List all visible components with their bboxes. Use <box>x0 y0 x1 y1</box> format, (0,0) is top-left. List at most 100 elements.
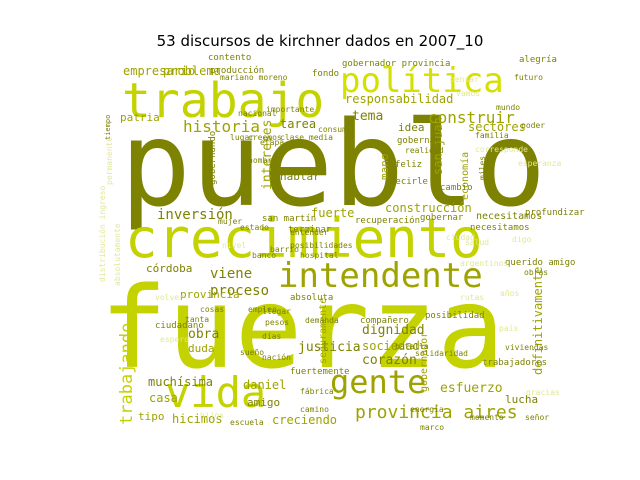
cloud-word: fondo <box>312 69 339 79</box>
cloud-word: empleo <box>248 305 277 314</box>
cloud-word: economía <box>459 152 471 200</box>
cloud-word: ciudad <box>446 233 475 242</box>
cloud-word: gobernar <box>397 136 441 146</box>
cloud-word: inversión <box>157 207 233 223</box>
cloud-word: tipo <box>138 410 165 423</box>
cloud-word: esperanza <box>518 159 562 168</box>
cloud-word: definitivamente <box>531 267 545 375</box>
cloud-word: construcción <box>385 201 472 215</box>
cloud-word: recuperación <box>355 215 420 226</box>
cloud-word: daniel <box>243 378 286 392</box>
cloud-word: proceso <box>210 283 269 299</box>
cloud-word: mariano moreno <box>220 73 288 82</box>
cloud-word: consumo <box>318 125 352 134</box>
cloud-word: gobernando <box>208 131 218 185</box>
cloud-word: sueño <box>240 348 264 357</box>
cloud-word: terminar <box>288 225 332 235</box>
cloud-word: salud <box>465 238 489 247</box>
cloud-word: distribución ingreso <box>97 185 107 282</box>
cloud-word: país <box>499 324 518 333</box>
cloud-word: política <box>340 61 504 101</box>
cloud-word: provincia aires <box>355 402 518 423</box>
cloud-word: producción <box>210 65 264 76</box>
cloud-word: creciendo <box>272 413 337 427</box>
cloud-word: días <box>262 332 281 341</box>
cloud-word: obra <box>188 327 219 342</box>
cloud-word: necesitamos <box>470 223 530 233</box>
cloud-word: gobernador provincia <box>342 59 450 69</box>
cloud-word: escuela <box>230 418 264 427</box>
cloud-word: amigo <box>247 396 280 409</box>
cloud-word: justicia <box>298 340 361 355</box>
cloud-word: nivel <box>222 241 246 250</box>
cloud-word: cosas <box>200 305 224 314</box>
cloud-word: intereses <box>260 120 275 190</box>
cloud-word: hombre <box>248 156 277 165</box>
cloud-word: dignidad <box>362 323 425 338</box>
cloud-word: alegría <box>519 55 557 65</box>
cloud-word: idea <box>398 121 425 134</box>
cloud-word: futuro <box>514 73 543 82</box>
cloud-word: querido amigo <box>505 258 575 268</box>
cloud-word: lugar <box>230 133 254 142</box>
cloud-word: trabajando <box>117 323 137 425</box>
cloud-word: clase media <box>280 133 333 142</box>
cloud-word: fábrica <box>300 387 334 396</box>
cloud-word: creemos <box>248 133 282 142</box>
cloud-word: miles <box>478 156 487 180</box>
cloud-word: trabajadores <box>482 358 547 368</box>
cloud-word: gobernador <box>419 332 430 392</box>
cloud-word: problema <box>163 64 221 78</box>
cloud-word: posibilidades <box>290 241 353 250</box>
cloud-word: duda <box>188 342 215 355</box>
cloud-word: años <box>500 289 519 298</box>
cloud-word: tanta <box>185 315 209 324</box>
cloud-word: permanente <box>105 137 114 185</box>
cloud-word: marco <box>420 423 444 432</box>
cloud-word: hijos <box>200 411 224 420</box>
cloud-word: hicimos <box>172 412 223 426</box>
cloud-word: pueblo <box>120 95 546 233</box>
cloud-word: fuerza <box>100 264 505 394</box>
cloud-word: argentinos <box>460 259 508 268</box>
cloud-word: absolutamente <box>113 223 122 286</box>
cloud-word: nación <box>262 352 291 362</box>
cloud-word: lucha <box>505 393 538 406</box>
cloud-word: viene <box>210 266 252 282</box>
cloud-word: espero <box>160 335 189 344</box>
cloud-word: sociedad <box>362 339 420 353</box>
cloud-word: poder <box>521 121 545 130</box>
cloud-word: batalla <box>395 342 429 351</box>
cloud-word: mundo <box>496 103 520 112</box>
cloud-word: tarea <box>280 117 316 131</box>
cloud-word: momento <box>470 413 504 422</box>
cloud-word: energía <box>410 405 444 414</box>
cloud-word: entender <box>290 228 329 237</box>
cloud-word: vida <box>165 368 266 417</box>
cloud-word: sectores <box>468 120 526 134</box>
cloud-word: vamos <box>456 89 480 98</box>
cloud-word: provincia <box>180 288 240 301</box>
cloud-word: trabajo <box>122 73 324 129</box>
cloud-word: pensar <box>450 75 479 84</box>
cloud-word: mujer <box>218 217 242 226</box>
cloud-word: señor <box>525 413 549 422</box>
figure-title: 53 discursos de kirchner dados en 2007_1… <box>156 32 484 50</box>
cloud-word: responsabilidad <box>345 92 453 106</box>
cloud-word: empresario <box>123 64 195 78</box>
cloud-word: profundizar <box>525 208 585 218</box>
cloud-word: san martín <box>262 214 316 224</box>
cloud-word: realidad <box>405 146 444 155</box>
cloud-word: demanda <box>305 316 339 325</box>
cloud-word: tiempo <box>104 115 112 140</box>
cloud-word: digo <box>512 235 531 244</box>
cloud-word: corazón <box>362 353 417 368</box>
cloud-word: barrio <box>270 245 299 254</box>
cloud-word: compañero <box>360 316 409 326</box>
cloud-word: corresponde <box>475 145 528 154</box>
cloud-word: llegar <box>262 307 291 316</box>
cloud-word: viviendas <box>505 343 549 352</box>
cloud-word: rutas <box>460 293 484 302</box>
cloud-word: san juan <box>431 117 445 175</box>
